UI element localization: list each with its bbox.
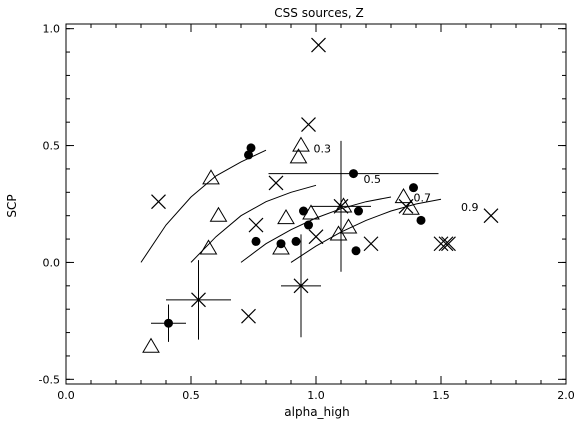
cross-point bbox=[398, 198, 414, 214]
triangle-point bbox=[202, 169, 220, 185]
model-curve-label: 0.3 bbox=[314, 143, 332, 156]
triangle-point bbox=[394, 188, 413, 204]
cross-point bbox=[311, 37, 326, 53]
triangle-point bbox=[277, 209, 295, 225]
cross-point bbox=[241, 308, 256, 324]
triangle-point bbox=[142, 337, 160, 353]
cross-point bbox=[151, 194, 166, 210]
x-tick-label: 0.5 bbox=[182, 389, 200, 402]
triangle-point bbox=[292, 136, 310, 152]
circle-point bbox=[164, 318, 173, 328]
axis-ticks bbox=[65, 24, 567, 384]
model-curve bbox=[140, 149, 267, 263]
circle-point bbox=[409, 183, 418, 193]
y-tick-label: -0.5 bbox=[39, 373, 60, 386]
model-curve-label: 0.7 bbox=[414, 192, 432, 205]
model-curve-label: 0.5 bbox=[364, 173, 382, 186]
y-tick-label: 1.0 bbox=[43, 23, 61, 36]
x-tick-label: 2.0 bbox=[557, 389, 575, 402]
cross-point bbox=[433, 236, 449, 252]
data-points bbox=[142, 37, 499, 353]
cross-point bbox=[191, 292, 206, 308]
circle-point bbox=[349, 169, 358, 179]
circle-point bbox=[246, 143, 256, 153]
triangle-point bbox=[272, 239, 290, 255]
plot-frame bbox=[65, 23, 567, 385]
circle-point bbox=[276, 239, 286, 249]
cross-point bbox=[333, 198, 349, 214]
triangle-point bbox=[302, 204, 320, 220]
x-tick-label: 0.0 bbox=[57, 389, 75, 402]
model-curves: 0.3 0.5 0.7 0.9 bbox=[140, 143, 479, 263]
triangle-point bbox=[339, 218, 358, 234]
x-tick-label: 1.5 bbox=[432, 389, 450, 402]
y-tick-label: 0.5 bbox=[43, 140, 61, 153]
circle-point bbox=[299, 206, 308, 216]
triangle-point bbox=[199, 239, 218, 255]
circle-point bbox=[351, 246, 361, 256]
model-curve bbox=[290, 198, 442, 263]
circle-point bbox=[354, 206, 363, 216]
circle-point bbox=[251, 236, 261, 246]
x-axis-label: alpha_high bbox=[284, 405, 349, 419]
x-tick-label: 1.0 bbox=[307, 389, 325, 402]
circle-point bbox=[244, 150, 253, 160]
cross-point bbox=[301, 117, 316, 132]
tick-labels: 0.0 0.5 1.0 1.5 2.0 -0.5 0.0 0.5 1.0 bbox=[39, 23, 575, 402]
cross-point bbox=[483, 208, 499, 224]
cross-point bbox=[248, 217, 264, 233]
triangle-point bbox=[289, 148, 308, 164]
circle-point bbox=[304, 220, 313, 230]
triangle-point bbox=[209, 206, 228, 222]
y-tick-label: 0.0 bbox=[43, 256, 61, 269]
circle-point bbox=[416, 215, 426, 225]
cross-point bbox=[441, 236, 456, 252]
cross-point bbox=[293, 278, 309, 294]
chart-title: CSS sources, Z bbox=[274, 6, 363, 20]
cross-point bbox=[268, 175, 284, 191]
model-curve-label: 0.9 bbox=[461, 201, 479, 214]
model-curve bbox=[240, 196, 392, 263]
cross-point bbox=[308, 229, 324, 245]
circle-point bbox=[291, 236, 301, 246]
cross-point bbox=[438, 236, 454, 252]
y-axis-label: SCP bbox=[5, 194, 19, 217]
cross-point bbox=[363, 236, 379, 252]
plot-border bbox=[65, 23, 567, 385]
model-curve bbox=[190, 184, 317, 263]
